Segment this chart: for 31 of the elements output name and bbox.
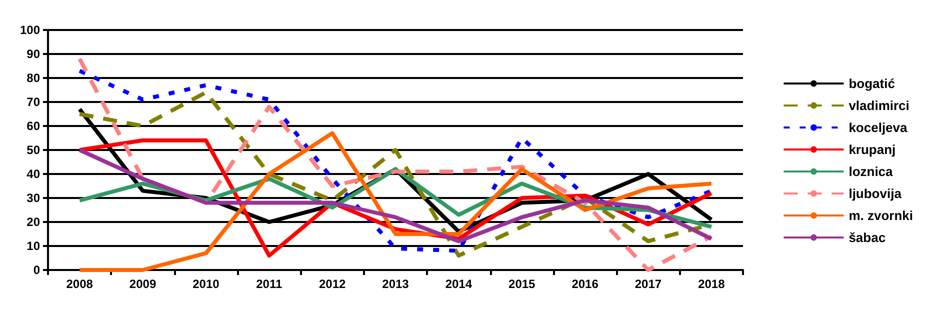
x-tick-label: 2017	[634, 277, 662, 291]
y-tick-label: 100	[20, 23, 40, 37]
legend-label: ljubovija	[848, 186, 902, 201]
y-tick-label: 10	[26, 239, 40, 253]
legend-label: bogatić	[848, 76, 895, 91]
y-tick-label: 60	[26, 119, 40, 133]
y-tick-label: 40	[26, 167, 40, 181]
legend-label: krupanj	[848, 142, 896, 157]
x-tick-label: 2018	[698, 277, 726, 291]
x-tick-label: 2015	[508, 277, 536, 291]
legend-label: vladimirci	[848, 98, 910, 113]
x-tick-label: 2016	[572, 277, 599, 291]
legend-label: m. zvornki	[848, 208, 913, 223]
x-tick-label: 2008	[66, 277, 94, 291]
legend-label: koceljeva	[848, 120, 908, 135]
y-tick-label: 90	[26, 47, 40, 61]
x-tick-label: 2013	[382, 277, 410, 291]
y-tick-label: 20	[26, 215, 40, 229]
y-tick-label: 50	[26, 143, 40, 157]
line-series	[78, 148, 714, 244]
x-tick-label: 2011	[256, 277, 282, 291]
legend-label: loznica	[848, 164, 894, 179]
y-tick-label: 70	[26, 95, 40, 109]
legend-label: šabac	[848, 230, 886, 245]
x-tick-label: 2012	[318, 277, 346, 291]
y-tick-label: 0	[33, 263, 40, 277]
x-tick-label: 2009	[129, 277, 156, 291]
y-tick-label: 30	[26, 191, 40, 205]
x-tick-label: 2010	[192, 277, 220, 291]
x-tick-label: 2014	[445, 277, 472, 291]
y-tick-label: 80	[26, 71, 40, 85]
